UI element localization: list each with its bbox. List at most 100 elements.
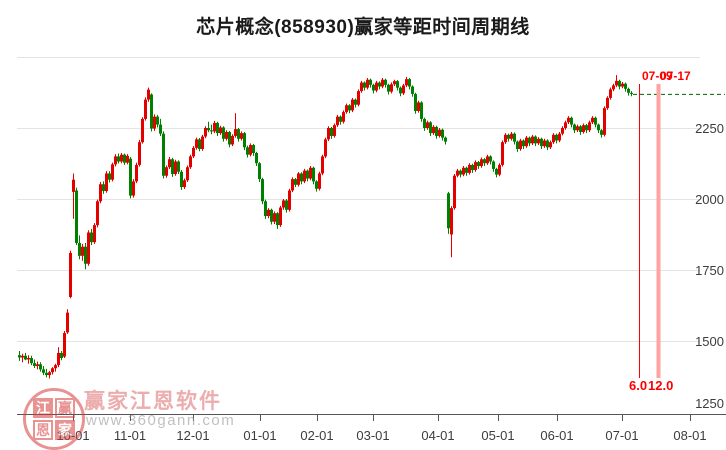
- candle-body: [207, 128, 210, 131]
- cycle-value-label: 12.0: [648, 378, 673, 393]
- candle-body: [501, 142, 504, 165]
- candle-body: [93, 225, 96, 243]
- candle-body: [192, 147, 195, 157]
- x-axis-label: 07-01: [605, 428, 638, 443]
- candle-body: [399, 87, 402, 94]
- candle-body: [69, 252, 72, 297]
- candle-body: [549, 142, 552, 148]
- candle-body: [372, 84, 375, 91]
- candle-body: [516, 141, 519, 150]
- candle-body: [441, 129, 444, 138]
- candle-body: [450, 208, 453, 235]
- candle-body: [150, 94, 153, 129]
- candle-body: [510, 133, 513, 139]
- candle-body: [108, 173, 111, 180]
- candle-body: [504, 134, 507, 143]
- candle-body: [195, 139, 198, 148]
- candle-body: [402, 85, 405, 94]
- candle-body: [114, 156, 117, 165]
- candle-body: [60, 352, 63, 359]
- candle-body: [249, 145, 252, 155]
- candle-body: [444, 137, 447, 142]
- candle-body: [87, 232, 90, 264]
- candle-body: [246, 147, 249, 155]
- candle-body: [327, 128, 330, 140]
- candle-body: [594, 117, 597, 125]
- candle-body: [603, 108, 606, 135]
- candle-body: [576, 126, 579, 131]
- candle-body: [471, 164, 474, 171]
- x-axis-label: 01-01: [243, 428, 276, 443]
- candle-body: [27, 358, 30, 360]
- candle-body: [393, 81, 396, 85]
- x-axis-label: 06-01: [540, 428, 573, 443]
- candle-body: [126, 155, 129, 163]
- candle-body: [210, 130, 213, 132]
- candle-body: [588, 122, 591, 131]
- candle-body: [384, 79, 387, 85]
- candle-body: [153, 116, 156, 129]
- candle-body: [132, 181, 135, 196]
- candle-body: [57, 352, 60, 366]
- candle-body: [294, 179, 297, 185]
- candle-body: [378, 82, 381, 87]
- candle-body: [543, 140, 546, 147]
- candle-body: [498, 164, 501, 175]
- candle-body: [465, 167, 468, 173]
- x-axis-label: 08-01: [673, 428, 706, 443]
- candle-body: [231, 135, 234, 145]
- candle-body: [321, 156, 324, 174]
- chart-title: 芯片概念(858930)赢家等距时间周期线: [196, 17, 530, 38]
- candle-body: [522, 140, 525, 147]
- x-axis-label: 11-01: [114, 428, 146, 443]
- candle-body: [63, 333, 66, 357]
- candle-body: [468, 164, 471, 173]
- candle-body: [447, 193, 450, 229]
- candle-body: [216, 122, 219, 134]
- y-axis-label: 2000: [695, 192, 724, 207]
- candle-body: [375, 82, 378, 91]
- candle-body: [138, 142, 141, 165]
- candle-body: [279, 207, 282, 226]
- candle-body: [564, 122, 567, 128]
- candle-body: [420, 102, 423, 119]
- candle-body: [48, 372, 51, 376]
- candle-body: [600, 130, 603, 135]
- candle-body: [129, 158, 132, 196]
- candle-body: [360, 82, 363, 92]
- candle-body: [165, 167, 168, 176]
- candle-body: [582, 125, 585, 132]
- candle-body: [405, 79, 408, 86]
- candle-body: [90, 232, 93, 243]
- candle-body: [18, 355, 21, 358]
- candle-body: [369, 79, 372, 85]
- candle-body: [159, 124, 162, 134]
- candle-body: [312, 167, 315, 182]
- candle-body: [534, 136, 537, 144]
- candle-body: [288, 190, 291, 210]
- candle-body: [459, 170, 462, 175]
- candle-body: [540, 138, 543, 147]
- candle-body: [291, 179, 294, 191]
- candle-body: [354, 99, 357, 105]
- candle-body: [174, 161, 177, 175]
- candle-body: [33, 363, 36, 366]
- candle-body: [123, 154, 126, 163]
- candle-body: [168, 159, 171, 168]
- candle-body: [72, 179, 75, 192]
- candle-body: [366, 79, 369, 88]
- candle-body: [597, 124, 600, 131]
- candle-body: [99, 184, 102, 202]
- candle-body: [144, 99, 147, 119]
- candle-body: [111, 164, 114, 180]
- candle-body: [258, 163, 261, 180]
- candle-body: [183, 180, 186, 188]
- y-axis-label: 1500: [695, 334, 724, 349]
- y-axis-label: 1750: [695, 263, 724, 278]
- candle-body: [333, 125, 336, 136]
- cycle-date-label: 07-09: [642, 69, 673, 83]
- candle-body: [525, 137, 528, 147]
- candle-body: [432, 126, 435, 134]
- candle-body: [537, 138, 540, 144]
